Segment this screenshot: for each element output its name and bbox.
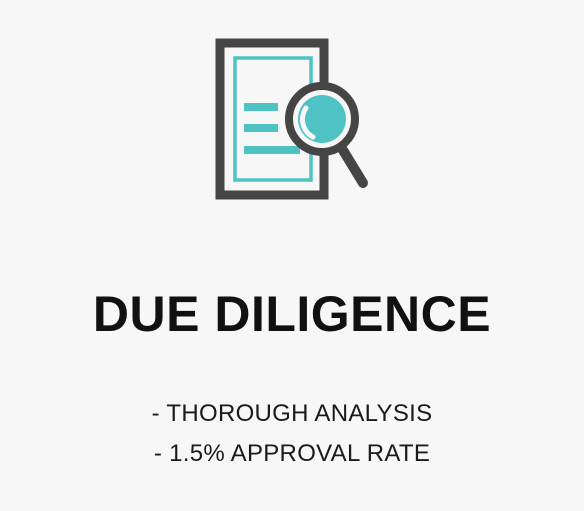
document-magnifier-icon xyxy=(214,36,374,204)
feature-item-approval-rate: - 1.5% APPROVAL RATE xyxy=(153,440,431,467)
feature-item-analysis: - THOROUGH ANALYSIS xyxy=(151,400,433,427)
card-title: DUE DILIGENCE xyxy=(92,286,492,342)
feature-list: - THOROUGH ANALYSIS - 1.5% APPROVAL RATE xyxy=(0,394,584,474)
